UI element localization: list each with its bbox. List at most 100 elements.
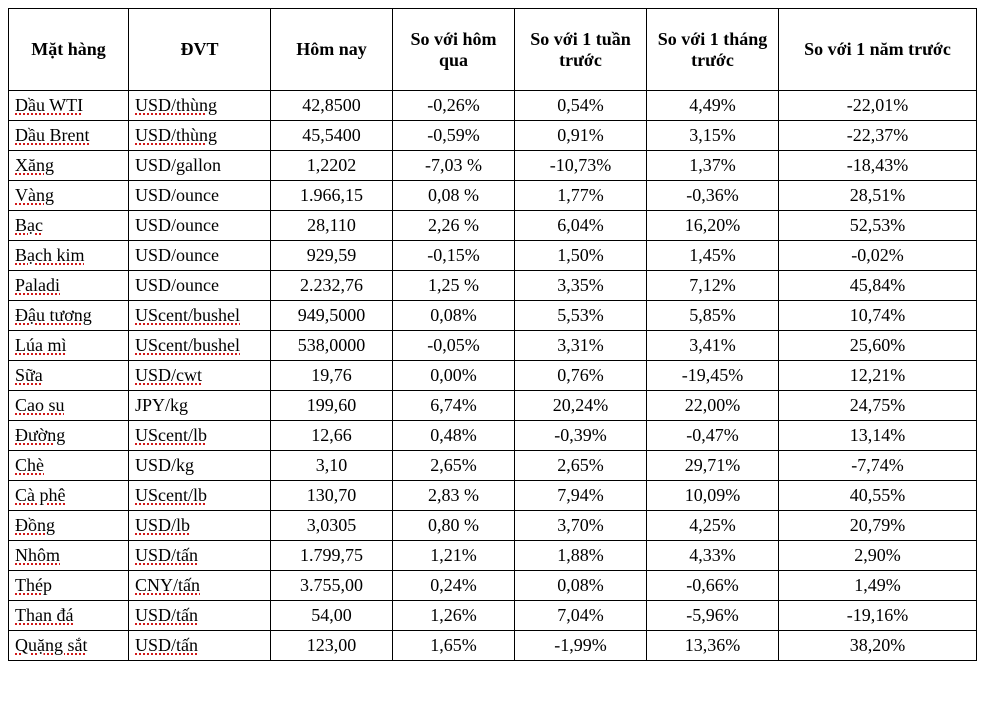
cell-vs-month: 7,12%	[647, 271, 779, 301]
table-row: Cà phêUScent/lb130,702,83 %7,94%10,09%40…	[9, 481, 977, 511]
cell-item: Paladi	[9, 271, 129, 301]
cell-item: Nhôm	[9, 541, 129, 571]
cell-vs-yesterday: 0,24%	[393, 571, 515, 601]
cell-unit: USD/tấn	[129, 601, 271, 631]
cell-vs-month: 1,45%	[647, 241, 779, 271]
cell-vs-year: 24,75%	[779, 391, 977, 421]
cell-vs-year: 2,90%	[779, 541, 977, 571]
cell-vs-week: -0,39%	[515, 421, 647, 451]
cell-vs-month: 22,00%	[647, 391, 779, 421]
cell-today: 538,0000	[271, 331, 393, 361]
cell-today: 3,0305	[271, 511, 393, 541]
cell-vs-year: 20,79%	[779, 511, 977, 541]
table-row: Dầu WTIUSD/thùng42,8500-0,26%0,54%4,49%-…	[9, 91, 977, 121]
table-row: SữaUSD/cwt19,760,00%0,76%-19,45%12,21%	[9, 361, 977, 391]
cell-unit: USD/tấn	[129, 541, 271, 571]
cell-vs-yesterday: 0,80 %	[393, 511, 515, 541]
col-header-vs-week: So với 1 tuần trước	[515, 9, 647, 91]
cell-vs-year: 52,53%	[779, 211, 977, 241]
cell-vs-week: 1,50%	[515, 241, 647, 271]
table-row: Lúa mìUScent/bushel538,0000-0,05%3,31%3,…	[9, 331, 977, 361]
cell-today: 3,10	[271, 451, 393, 481]
cell-vs-week: 7,04%	[515, 601, 647, 631]
cell-vs-week: 6,04%	[515, 211, 647, 241]
table-row: XăngUSD/gallon1,2202-7,03 %-10,73%1,37%-…	[9, 151, 977, 181]
cell-vs-yesterday: 0,08 %	[393, 181, 515, 211]
cell-vs-month: 3,15%	[647, 121, 779, 151]
table-row: Cao suJPY/kg199,606,74%20,24%22,00%24,75…	[9, 391, 977, 421]
cell-vs-month: 13,36%	[647, 631, 779, 661]
cell-vs-year: 12,21%	[779, 361, 977, 391]
cell-unit: CNY/tấn	[129, 571, 271, 601]
cell-vs-week: 5,53%	[515, 301, 647, 331]
cell-unit: USD/lb	[129, 511, 271, 541]
cell-today: 42,8500	[271, 91, 393, 121]
table-row: ĐồngUSD/lb3,03050,80 %3,70%4,25%20,79%	[9, 511, 977, 541]
cell-vs-year: -7,74%	[779, 451, 977, 481]
cell-vs-week: 7,94%	[515, 481, 647, 511]
cell-vs-yesterday: 2,65%	[393, 451, 515, 481]
cell-unit: USD/ounce	[129, 211, 271, 241]
cell-vs-week: 0,54%	[515, 91, 647, 121]
cell-vs-year: -22,01%	[779, 91, 977, 121]
col-header-today: Hôm nay	[271, 9, 393, 91]
cell-vs-yesterday: -0,59%	[393, 121, 515, 151]
cell-vs-yesterday: -0,15%	[393, 241, 515, 271]
cell-unit: USD/gallon	[129, 151, 271, 181]
cell-vs-year: -22,37%	[779, 121, 977, 151]
cell-vs-week: -10,73%	[515, 151, 647, 181]
cell-vs-month: 16,20%	[647, 211, 779, 241]
cell-unit: USD/kg	[129, 451, 271, 481]
cell-item: Bạc	[9, 211, 129, 241]
table-header: Mặt hàng ĐVT Hôm nay So với hôm qua So v…	[9, 9, 977, 91]
cell-unit: USD/tấn	[129, 631, 271, 661]
table-row: Bạch kimUSD/ounce929,59-0,15%1,50%1,45%-…	[9, 241, 977, 271]
table-row: Dầu BrentUSD/thùng45,5400-0,59%0,91%3,15…	[9, 121, 977, 151]
cell-vs-month: 29,71%	[647, 451, 779, 481]
cell-item: Chè	[9, 451, 129, 481]
cell-vs-yesterday: 0,00%	[393, 361, 515, 391]
cell-vs-month: -19,45%	[647, 361, 779, 391]
cell-vs-yesterday: 0,48%	[393, 421, 515, 451]
cell-vs-yesterday: 0,08%	[393, 301, 515, 331]
cell-item: Đậu tương	[9, 301, 129, 331]
cell-vs-yesterday: -7,03 %	[393, 151, 515, 181]
cell-today: 1.966,15	[271, 181, 393, 211]
cell-vs-yesterday: 2,83 %	[393, 481, 515, 511]
cell-unit: JPY/kg	[129, 391, 271, 421]
cell-vs-month: 10,09%	[647, 481, 779, 511]
cell-item: Than đá	[9, 601, 129, 631]
col-header-unit: ĐVT	[129, 9, 271, 91]
cell-vs-year: -18,43%	[779, 151, 977, 181]
cell-vs-year: -0,02%	[779, 241, 977, 271]
cell-vs-month: 4,25%	[647, 511, 779, 541]
cell-item: Bạch kim	[9, 241, 129, 271]
cell-vs-week: -1,99%	[515, 631, 647, 661]
cell-unit: USD/thùng	[129, 91, 271, 121]
cell-vs-year: 40,55%	[779, 481, 977, 511]
cell-vs-month: -0,47%	[647, 421, 779, 451]
cell-today: 1,2202	[271, 151, 393, 181]
table-body: Dầu WTIUSD/thùng42,8500-0,26%0,54%4,49%-…	[9, 91, 977, 661]
cell-unit: USD/ounce	[129, 271, 271, 301]
cell-item: Cao su	[9, 391, 129, 421]
cell-vs-yesterday: -0,26%	[393, 91, 515, 121]
cell-vs-month: 5,85%	[647, 301, 779, 331]
col-header-vs-month: So với 1 tháng trước	[647, 9, 779, 91]
cell-vs-week: 3,70%	[515, 511, 647, 541]
cell-today: 54,00	[271, 601, 393, 631]
cell-unit: UScent/bushel	[129, 301, 271, 331]
cell-item: Đồng	[9, 511, 129, 541]
cell-vs-yesterday: 6,74%	[393, 391, 515, 421]
cell-unit: UScent/lb	[129, 481, 271, 511]
cell-unit: USD/ounce	[129, 241, 271, 271]
cell-vs-month: 4,33%	[647, 541, 779, 571]
cell-item: Thép	[9, 571, 129, 601]
cell-vs-year: 13,14%	[779, 421, 977, 451]
cell-vs-week: 1,77%	[515, 181, 647, 211]
cell-item: Lúa mì	[9, 331, 129, 361]
cell-vs-yesterday: 1,25 %	[393, 271, 515, 301]
cell-vs-month: 1,37%	[647, 151, 779, 181]
cell-today: 1.799,75	[271, 541, 393, 571]
cell-item: Sữa	[9, 361, 129, 391]
